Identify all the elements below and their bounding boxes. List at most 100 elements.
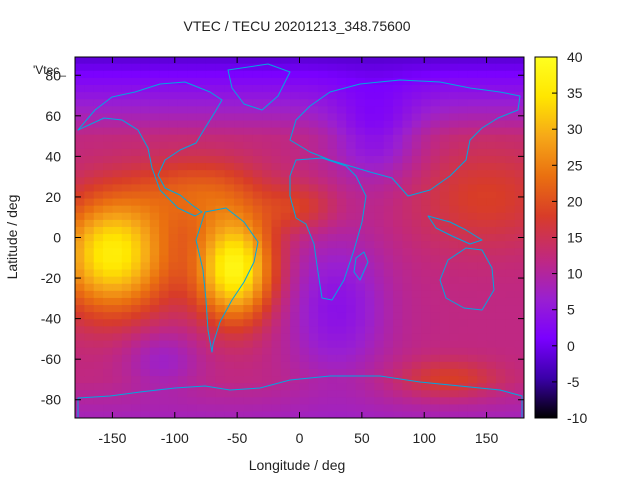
heatmap-cell	[234, 304, 244, 313]
heatmap-cell	[140, 176, 151, 185]
heatmap-cell	[393, 254, 403, 263]
heatmap-cell	[84, 212, 95, 220]
heatmap-cell	[215, 240, 226, 249]
heatmap-cell	[486, 212, 497, 220]
x-tick-label: -150	[98, 430, 126, 446]
heatmap-cell	[196, 368, 207, 377]
heatmap-cell	[271, 57, 282, 64]
heatmap-cell	[252, 205, 263, 213]
heatmap-cell	[103, 212, 114, 220]
heatmap-cell	[205, 197, 216, 206]
heatmap-cell	[103, 105, 114, 114]
heatmap-cell	[514, 197, 524, 206]
heatmap-cell	[205, 126, 216, 135]
heatmap-cell	[290, 240, 301, 249]
heatmap-cell	[467, 261, 478, 270]
heatmap-cell	[84, 126, 95, 135]
heatmap-cell	[336, 361, 347, 369]
heatmap-cell	[505, 63, 516, 71]
heatmap-cell	[327, 70, 338, 78]
heatmap-cell	[318, 148, 329, 156]
heatmap-cell	[177, 148, 188, 156]
heatmap-cell	[215, 126, 226, 135]
heatmap-cell	[93, 190, 104, 199]
heatmap-cell	[299, 126, 310, 135]
heatmap-cell	[346, 389, 357, 398]
heatmap-cell	[93, 134, 104, 142]
heatmap-cell	[374, 290, 385, 298]
heatmap-cell	[84, 325, 95, 334]
y-tick-label: -20	[41, 270, 61, 286]
heatmap-cell	[224, 84, 235, 93]
heatmap-cell	[159, 347, 170, 355]
heatmap-cell	[168, 57, 179, 64]
heatmap-cell	[393, 325, 403, 334]
heatmap-cell	[215, 176, 226, 185]
heatmap-cell	[290, 98, 301, 107]
heatmap-cell	[75, 368, 85, 377]
heatmap-cell	[280, 162, 291, 171]
heatmap-cell	[252, 375, 263, 384]
heatmap-cell	[177, 219, 188, 227]
heatmap-cell	[159, 268, 170, 277]
heatmap-cell	[243, 389, 254, 398]
heatmap-cell	[449, 304, 460, 313]
heatmap-cell	[374, 254, 385, 263]
heatmap-cell	[505, 325, 516, 334]
heatmap-cell	[467, 134, 478, 142]
heatmap-cell	[271, 126, 282, 135]
heatmap-cell	[346, 219, 357, 227]
heatmap-cell	[421, 247, 432, 256]
heatmap-cell	[196, 403, 207, 412]
heatmap-cell	[93, 176, 104, 185]
heatmap-cell	[411, 396, 422, 405]
heatmap-cell	[84, 70, 95, 78]
heatmap-cell	[318, 261, 329, 270]
heatmap-cell	[308, 318, 319, 327]
heatmap-cell	[383, 290, 394, 298]
heatmap-cell	[477, 290, 488, 298]
heatmap-cell	[430, 148, 441, 156]
heatmap-cell	[514, 311, 524, 320]
heatmap-cell	[355, 183, 366, 192]
heatmap-cell	[149, 91, 160, 100]
heatmap-cell	[514, 290, 524, 298]
heatmap-cell	[131, 410, 142, 418]
heatmap-cell	[149, 63, 160, 71]
heatmap-cell	[346, 396, 357, 405]
heatmap-cell	[505, 155, 516, 164]
heatmap-cell	[439, 254, 450, 263]
heatmap-cell	[318, 311, 329, 320]
heatmap-cell	[131, 119, 142, 128]
heatmap-cell	[449, 375, 460, 384]
heatmap-cell	[121, 77, 132, 85]
heatmap-cell	[393, 212, 403, 220]
heatmap-cell	[140, 368, 151, 377]
heatmap-cell	[84, 354, 95, 362]
heatmap-cell	[486, 233, 497, 242]
heatmap-cell	[140, 169, 151, 178]
heatmap-cell	[449, 325, 460, 334]
heatmap-cell	[205, 389, 216, 398]
heatmap-cell	[411, 233, 422, 242]
y-tick-label: 20	[45, 189, 61, 205]
heatmap-cell	[364, 77, 375, 85]
heatmap-cell	[477, 176, 488, 185]
heatmap-cell	[393, 57, 403, 64]
heatmap-cell	[252, 361, 263, 369]
heatmap-cell	[299, 119, 310, 128]
heatmap-cell	[346, 63, 357, 71]
heatmap-cell	[355, 297, 366, 306]
heatmap-cell	[477, 396, 488, 405]
heatmap-cell	[149, 283, 160, 291]
heatmap-cell	[159, 162, 170, 171]
heatmap-cell	[439, 339, 450, 348]
heatmap-cell	[93, 63, 104, 71]
heatmap-cell	[215, 134, 226, 142]
heatmap-cell	[93, 112, 104, 121]
heatmap-cell	[177, 240, 188, 249]
heatmap-cell	[121, 105, 132, 114]
heatmap-cell	[149, 155, 160, 164]
heatmap-cell	[308, 70, 319, 78]
heatmap-cell	[449, 77, 460, 85]
